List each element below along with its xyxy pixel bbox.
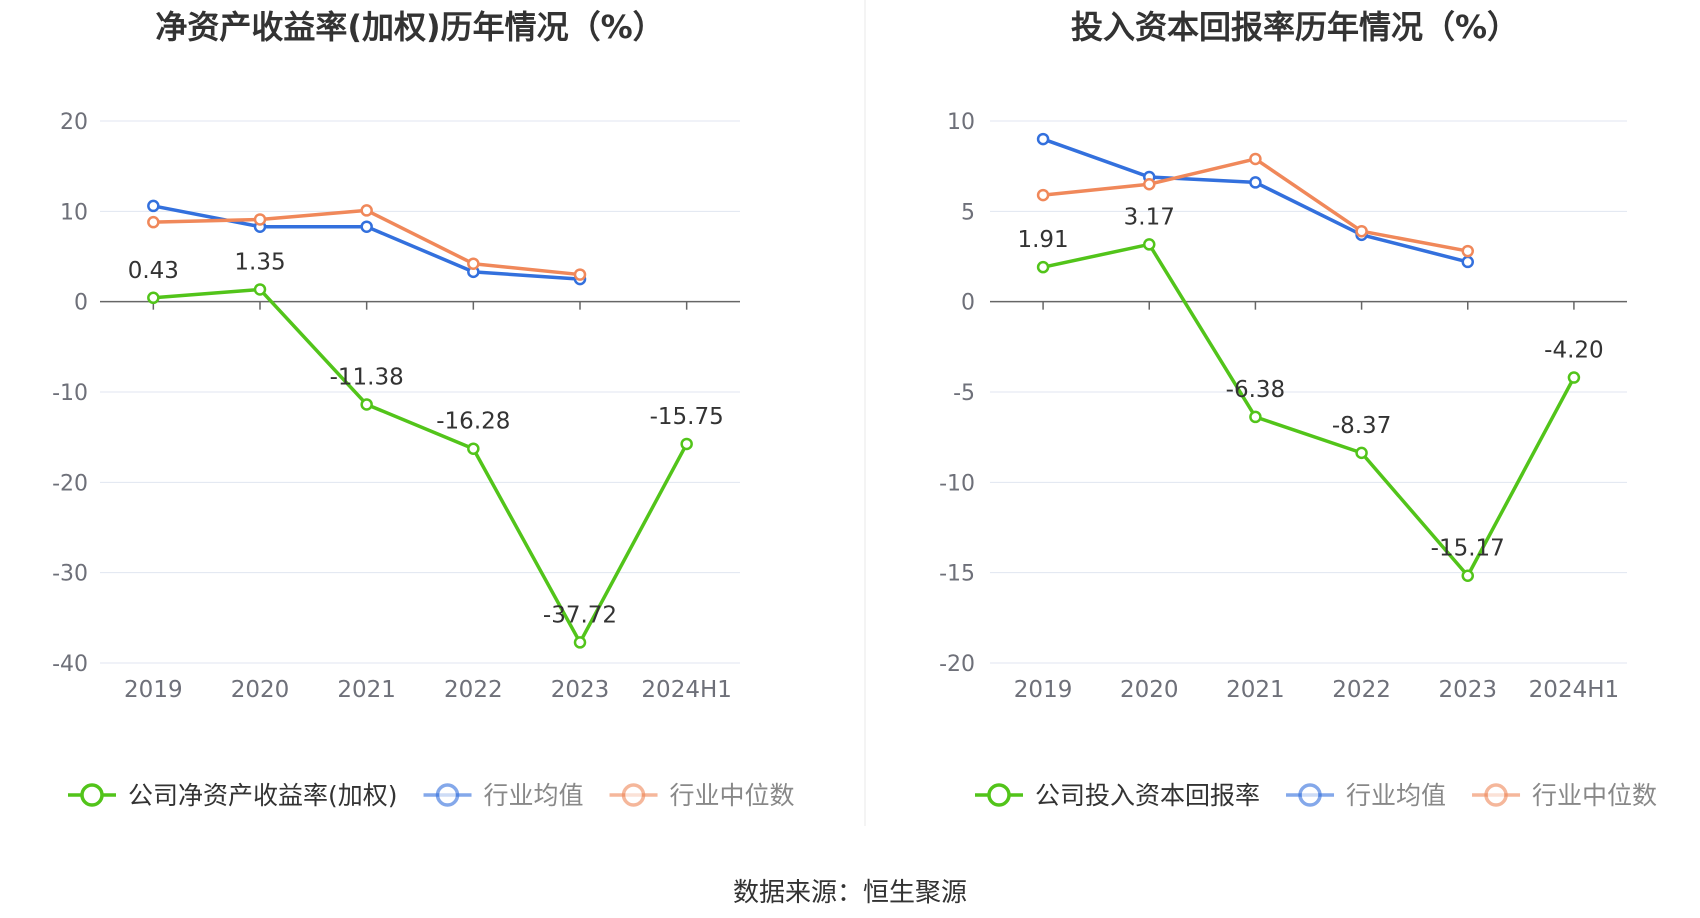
y-tick-label: 0 xyxy=(74,291,88,316)
legend-item-label: 行业中位数 xyxy=(670,781,795,810)
series-line-1 xyxy=(1042,242,1576,578)
data-point xyxy=(1461,244,1474,258)
y-tick-label: 10 xyxy=(947,110,975,135)
legend-marker xyxy=(1484,783,1508,807)
data-source-note: 数据来源：恒生聚源 xyxy=(732,878,967,908)
data-point xyxy=(1249,152,1262,166)
legend-item-label: 行业均值 xyxy=(1346,781,1446,810)
data-point xyxy=(147,215,160,229)
y-tick-label: -30 xyxy=(52,562,88,587)
y-tick-label: -20 xyxy=(939,652,975,677)
x-tick-label: 2022 xyxy=(444,677,503,703)
data-label: -11.38 xyxy=(330,364,404,390)
x-tick-label: 2024H1 xyxy=(641,677,731,703)
data-point xyxy=(147,199,160,213)
x-tick-label: 2024H1 xyxy=(1529,677,1619,703)
x-tick-label: 2023 xyxy=(551,677,610,703)
chart-panel-2: 投入资本回报率历年情况（%） 10 5 0 -5 -10 -15 -20 2019 2020 202… xyxy=(939,8,1657,810)
data-point xyxy=(467,257,480,270)
series-line-1 xyxy=(153,287,689,645)
y-tick-label: -20 xyxy=(52,471,88,496)
legend-item-label: 行业均值 xyxy=(484,781,584,810)
x-tick-label: 2020 xyxy=(231,677,290,703)
legend-marker xyxy=(435,783,460,807)
data-label: -6.38 xyxy=(1226,377,1286,403)
data-point xyxy=(1249,176,1262,189)
legend-marker xyxy=(621,783,646,807)
series-line-3 xyxy=(1042,157,1469,253)
data-label: 1.35 xyxy=(234,249,285,275)
legend-item-label: 公司净资产收益率(加权) xyxy=(128,781,398,810)
data-label: -8.37 xyxy=(1332,413,1392,439)
data-point xyxy=(360,220,373,233)
data-point xyxy=(573,268,587,281)
data-point xyxy=(1355,224,1368,238)
series-line-3 xyxy=(153,208,581,277)
data-label: -15.75 xyxy=(650,404,724,430)
data-point xyxy=(1461,255,1474,269)
data-point xyxy=(253,213,267,226)
data-label: 1.91 xyxy=(1017,227,1068,253)
y-tick-label: 5 xyxy=(961,200,975,225)
y-tick-label: -10 xyxy=(939,471,975,496)
data-point xyxy=(1036,260,1050,274)
data-point xyxy=(1567,371,1581,384)
data-label: 0.43 xyxy=(128,258,179,284)
x-tick-label: 2019 xyxy=(124,677,183,703)
legend-marker xyxy=(1298,783,1322,807)
data-point xyxy=(147,291,160,305)
data-point xyxy=(1036,132,1050,146)
data-point xyxy=(1249,410,1262,424)
data-point xyxy=(1143,177,1156,191)
legend-marker xyxy=(80,783,104,807)
data-point xyxy=(360,204,373,217)
data-point xyxy=(1143,238,1156,251)
data-point xyxy=(1036,188,1050,202)
data-point xyxy=(467,442,480,455)
data-point xyxy=(360,398,373,411)
data-point xyxy=(253,283,267,296)
legend-marker xyxy=(987,783,1011,807)
y-tick-label: -15 xyxy=(939,562,975,587)
x-tick-label: 2021 xyxy=(337,677,396,703)
y-tick-label: -10 xyxy=(52,381,88,406)
y-tick-label: -5 xyxy=(953,381,975,406)
chart-panel-1: 净资产收益率(加权)历年情况（%） 20 10 0 -10 -20 -30 -40 2019 20… xyxy=(52,8,794,810)
data-point xyxy=(1461,569,1474,582)
y-tick-label: 0 xyxy=(961,291,975,316)
y-tick-label: 20 xyxy=(60,110,88,135)
x-tick-label: 2023 xyxy=(1438,677,1497,703)
x-tick-label: 2020 xyxy=(1120,677,1179,703)
y-tick-label: -40 xyxy=(52,652,88,677)
data-point xyxy=(573,636,587,649)
legend-item-label: 公司投入资本回报率 xyxy=(1035,781,1260,810)
chart-title: 投入资本回报率历年情况（%） xyxy=(1071,8,1519,46)
data-label: -37.72 xyxy=(543,602,617,628)
x-tick-label: 2021 xyxy=(1226,677,1285,703)
data-point xyxy=(1355,446,1368,460)
x-tick-label: 2022 xyxy=(1332,677,1391,703)
data-label: 3.17 xyxy=(1124,204,1175,230)
data-label: -16.28 xyxy=(436,409,510,435)
chart-title: 净资产收益率(加权)历年情况（%） xyxy=(155,8,664,46)
legend: 公司投入资本回报率 行业均值 行业中位数 xyxy=(975,781,1657,810)
y-tick-label: 10 xyxy=(60,200,88,225)
legend: 公司净资产收益率(加权) 行业均值 行业中位数 xyxy=(68,781,795,810)
data-point xyxy=(680,437,693,451)
data-label: -15.17 xyxy=(1431,536,1505,562)
legend-item-label: 行业中位数 xyxy=(1532,781,1657,810)
data-label: -4.20 xyxy=(1544,338,1604,364)
x-tick-label: 2019 xyxy=(1014,677,1073,703)
